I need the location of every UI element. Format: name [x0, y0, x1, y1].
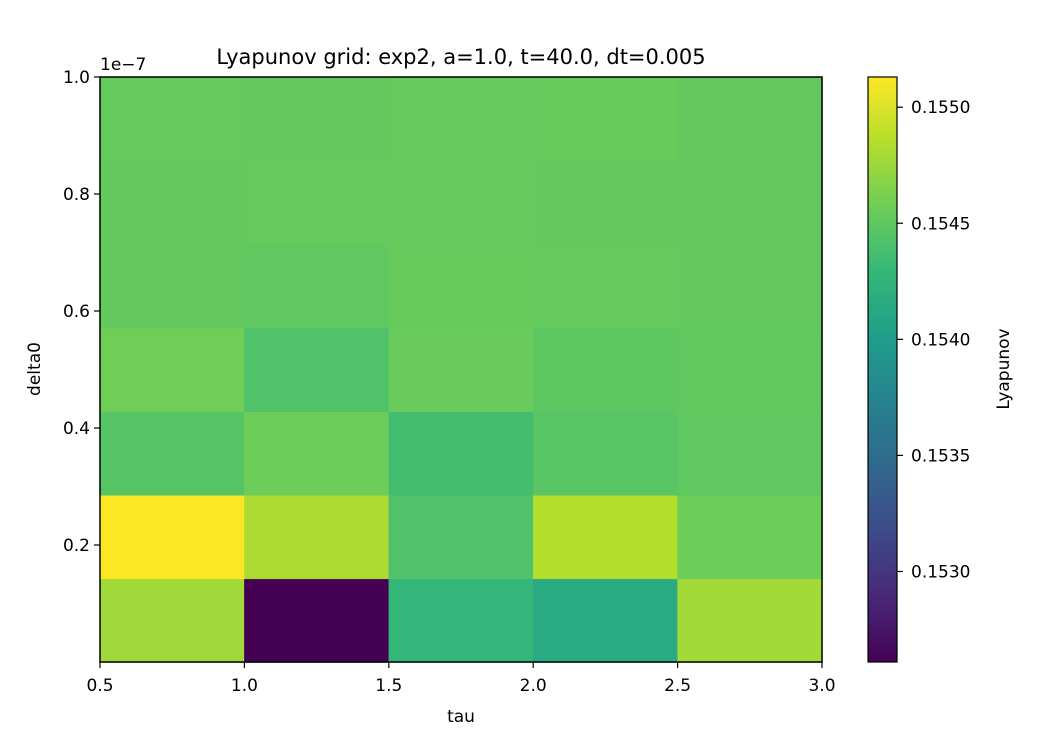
colorbar-frame	[867, 76, 898, 663]
x-axis-label: tau	[447, 707, 475, 727]
heatmap-cell	[677, 76, 823, 162]
heatmap-cell	[533, 578, 679, 663]
x-axis-ticks: 0.5 1.0 1.5 2.0 2.5 3.0	[86, 662, 836, 696]
heatmap-cell	[388, 578, 534, 663]
heatmap-cell	[533, 494, 679, 580]
heatmap-cell	[244, 494, 390, 580]
y-tick-label: 0.8	[63, 185, 90, 205]
heatmap-cell	[388, 494, 534, 580]
heatmap-cell	[388, 411, 534, 496]
heatmap-cells	[99, 76, 823, 663]
colorbar-tick-label: 0.1540	[911, 330, 970, 350]
x-tick-label: 2.5	[664, 676, 691, 696]
heatmap-cell	[244, 327, 390, 412]
heatmap-cell	[533, 76, 679, 162]
heatmap-cell	[388, 160, 534, 245]
y-axis-label: delta0	[25, 342, 45, 396]
heatmap-cell	[99, 494, 246, 580]
y-axis-offset-label: 1e−7	[100, 55, 146, 75]
heatmap-cell	[99, 76, 246, 162]
heatmap-cell	[99, 160, 246, 245]
x-tick-label: 1.0	[231, 676, 258, 696]
heatmap-cell	[388, 76, 534, 162]
x-tick-label: 3.0	[808, 676, 835, 696]
heatmap-cell	[99, 411, 246, 496]
heatmap-cell	[244, 578, 390, 663]
heatmap-cell	[99, 578, 246, 663]
heatmap-cell	[99, 327, 246, 412]
heatmap-cell	[244, 160, 390, 245]
heatmap-cell	[388, 327, 534, 412]
x-tick-label: 2.0	[520, 676, 547, 696]
heatmap-cell	[533, 411, 679, 496]
heatmap-cell	[677, 160, 823, 245]
heatmap-cell	[99, 243, 246, 329]
heatmap-cell	[244, 411, 390, 496]
colorbar-label: Lyapunov	[994, 328, 1014, 409]
x-tick-label: 1.5	[375, 676, 402, 696]
y-tick-label: 0.6	[63, 302, 90, 322]
colorbar-tick-label: 0.1545	[911, 214, 970, 234]
y-tick-label: 0.4	[63, 419, 90, 439]
colorbar-tick-label: 0.1550	[911, 98, 970, 118]
colorbar	[868, 77, 897, 662]
heatmap-cell	[244, 243, 390, 329]
heatmap-cell	[677, 578, 823, 663]
colorbar-ticks: 0.1530 0.1535 0.1540 0.1545 0.1550	[897, 98, 970, 582]
heatmap-cell	[677, 494, 823, 580]
heatmap-cell	[244, 76, 390, 162]
colorbar-tick-label: 0.1530	[911, 562, 970, 582]
x-tick-label: 0.5	[86, 676, 113, 696]
heatmap-cell	[533, 243, 679, 329]
heatmap-cell	[677, 411, 823, 496]
heatmap-cell	[388, 243, 534, 329]
colorbar-tick-label: 0.1535	[911, 446, 970, 466]
plot-frame	[99, 76, 823, 663]
y-tick-label: 1.0	[63, 68, 90, 88]
heatmap-cell	[677, 243, 823, 329]
y-axis-ticks: 0.2 0.4 0.6 0.8 1.0	[63, 68, 100, 556]
heatmap-cell	[533, 327, 679, 412]
chart-title: Lyapunov grid: exp2, a=1.0, t=40.0, dt=0…	[216, 45, 705, 69]
y-tick-label: 0.2	[63, 536, 90, 556]
heatmap-cell	[533, 160, 679, 245]
heatmap-cell	[677, 327, 823, 412]
